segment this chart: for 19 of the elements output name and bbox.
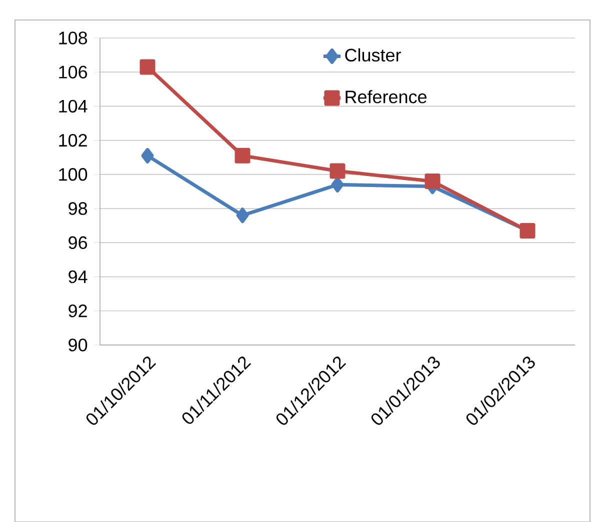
- legend-label: Cluster: [345, 48, 401, 62]
- point: [234, 148, 250, 164]
- point: [141, 148, 154, 164]
- y-tick-label: 104: [59, 100, 88, 112]
- point: [424, 173, 440, 189]
- point: [140, 59, 156, 75]
- y-tick-label: 94: [68, 270, 88, 283]
- y-tick-label: 96: [68, 236, 88, 249]
- point: [331, 176, 344, 192]
- point: [330, 163, 346, 179]
- y-tick-label: 102: [59, 134, 87, 147]
- y-tick-label: 98: [68, 202, 88, 215]
- y-tick-label: 108: [59, 31, 88, 44]
- y-tick-label: 100: [59, 168, 88, 181]
- y-tick-label: 90: [68, 338, 88, 352]
- legend-label: Reference: [346, 90, 427, 104]
- y-tick-label: 106: [59, 66, 88, 78]
- point: [236, 207, 249, 223]
- y-tick-label: 92: [68, 304, 87, 318]
